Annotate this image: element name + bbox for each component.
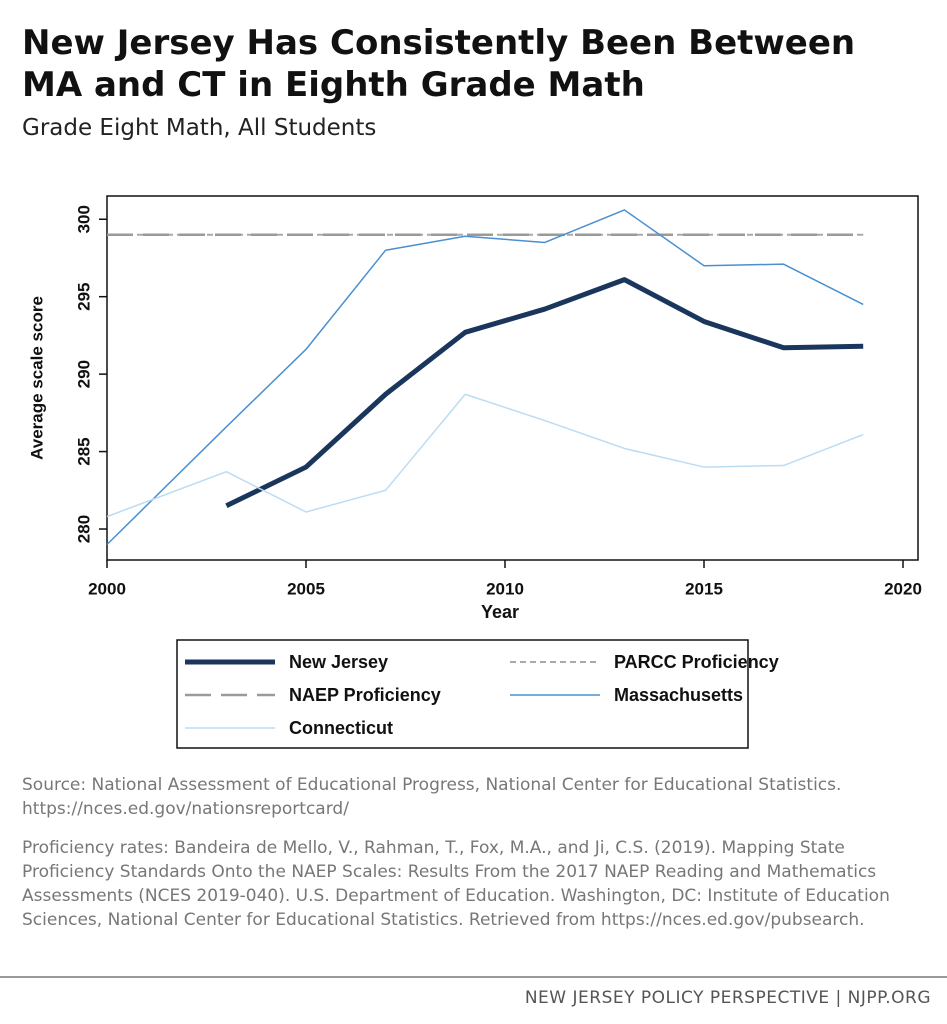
y-tick-label: 290 — [74, 360, 93, 388]
legend-label: Massachusetts — [614, 685, 743, 705]
legend-label: NAEP Proficiency — [289, 685, 441, 705]
legend-label: Connecticut — [289, 718, 393, 738]
series-line — [106, 209, 864, 546]
x-axis-label: Year — [481, 602, 519, 622]
series-line — [106, 393, 864, 518]
x-tick-label: 2020 — [884, 579, 922, 598]
plot-frame — [106, 195, 919, 561]
legend-label: PARCC Proficiency — [614, 652, 779, 672]
x-tick-label: 2015 — [685, 579, 723, 598]
y-tick-label: 280 — [74, 515, 93, 543]
proficiency-note: Proficiency rates: Bandeira de Mello, V.… — [22, 838, 890, 930]
legend-frame — [176, 639, 749, 749]
y-tick-label: 300 — [74, 205, 93, 233]
chart-subtitle: Grade Eight Math, All Students — [22, 115, 377, 141]
y-axis-label: Average scale score — [27, 296, 46, 460]
chart: Year Average scale score 2000 2005 2010 201… — [27, 195, 922, 749]
x-tick-label: 2000 — [88, 579, 126, 598]
footer-rule — [0, 976, 947, 978]
footer: NEW JERSEY POLICY PERSPECTIVE | NJPP.ORG — [524, 988, 931, 1008]
x-tick-label: 2010 — [486, 579, 524, 598]
legend-label: New Jersey — [289, 652, 388, 672]
y-tick-label: 295 — [74, 282, 93, 310]
source-note: Source: National Assessment of Education… — [22, 775, 842, 819]
x-tick-label: 2005 — [287, 579, 325, 598]
chart-title: New Jersey Has Consistently Been Between… — [22, 23, 856, 105]
y-tick-label: 285 — [74, 437, 93, 465]
series-line — [225, 277, 864, 509]
